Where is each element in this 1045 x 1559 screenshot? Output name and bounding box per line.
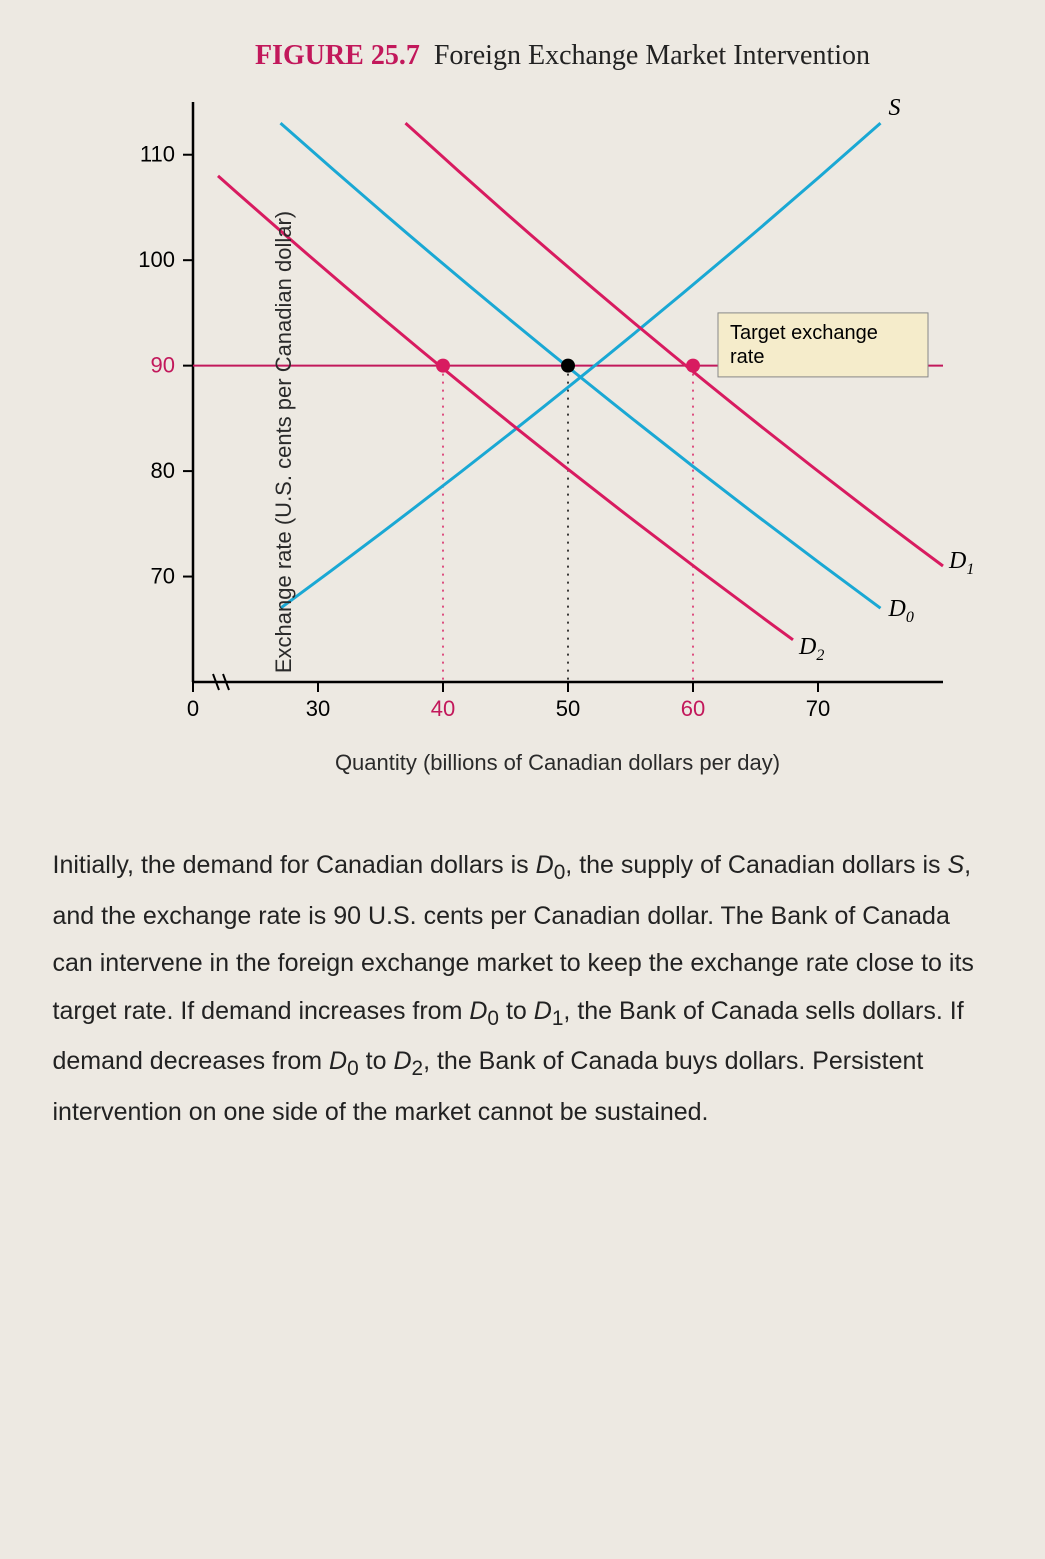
x-axis-label: Quantity (billions of Canadian dollars p… [63,750,983,776]
cap-p1: Initially, the demand for Canadian dolla… [53,851,536,879]
svg-text:100: 100 [138,247,175,272]
figure-number: FIGURE 25.7 [255,40,420,71]
svg-text:Target exchange: Target exchange [730,322,878,344]
figure-header: FIGURE 25.7 Foreign Exchange Market Inte… [30,40,1015,72]
chart-svg: 70 80 90 100 110 0 30 50 70 40 60 S D0 D1 D2 Target exc… [63,82,983,742]
svg-text:90: 90 [150,353,174,378]
svg-text:D0: D0 [887,596,913,626]
cap-d0sb: 0 [487,1007,499,1030]
caption-text: Initially, the demand for Canadian dolla… [53,842,993,1136]
cap-d0: D [536,851,554,879]
cap-d0b: D [469,997,487,1025]
y-axis-label: Exchange rate (U.S. cents per Canadian d… [271,211,297,673]
cap-p4: to [499,997,534,1025]
cap-d0c: D [329,1047,347,1075]
cap-p2: , the supply of Canadian dollars is [565,851,947,879]
svg-text:S: S [888,95,900,121]
svg-text:D1: D1 [948,548,974,578]
svg-text:60: 60 [680,696,704,721]
svg-text:110: 110 [139,142,174,167]
cap-d1s: 1 [552,1007,564,1030]
svg-text:80: 80 [150,458,174,483]
svg-text:50: 50 [555,696,579,721]
cap-d0sc: 0 [347,1057,359,1080]
figure-title: Foreign Exchange Market Intervention [434,40,870,71]
cap-p6: to [359,1047,394,1075]
chart-container: Exchange rate (U.S. cents per Canadian d… [63,82,983,802]
svg-text:rate: rate [730,346,764,368]
svg-text:0: 0 [186,696,198,721]
cap-d1: D [534,997,552,1025]
cap-s: S [947,851,964,879]
svg-text:D2: D2 [798,634,824,664]
cap-d2s: 2 [412,1057,424,1080]
cap-d0s: 0 [554,861,566,884]
svg-text:30: 30 [305,696,329,721]
cap-d2: D [393,1047,411,1075]
svg-text:70: 70 [150,564,174,589]
svg-text:40: 40 [430,696,454,721]
svg-text:70: 70 [805,696,829,721]
